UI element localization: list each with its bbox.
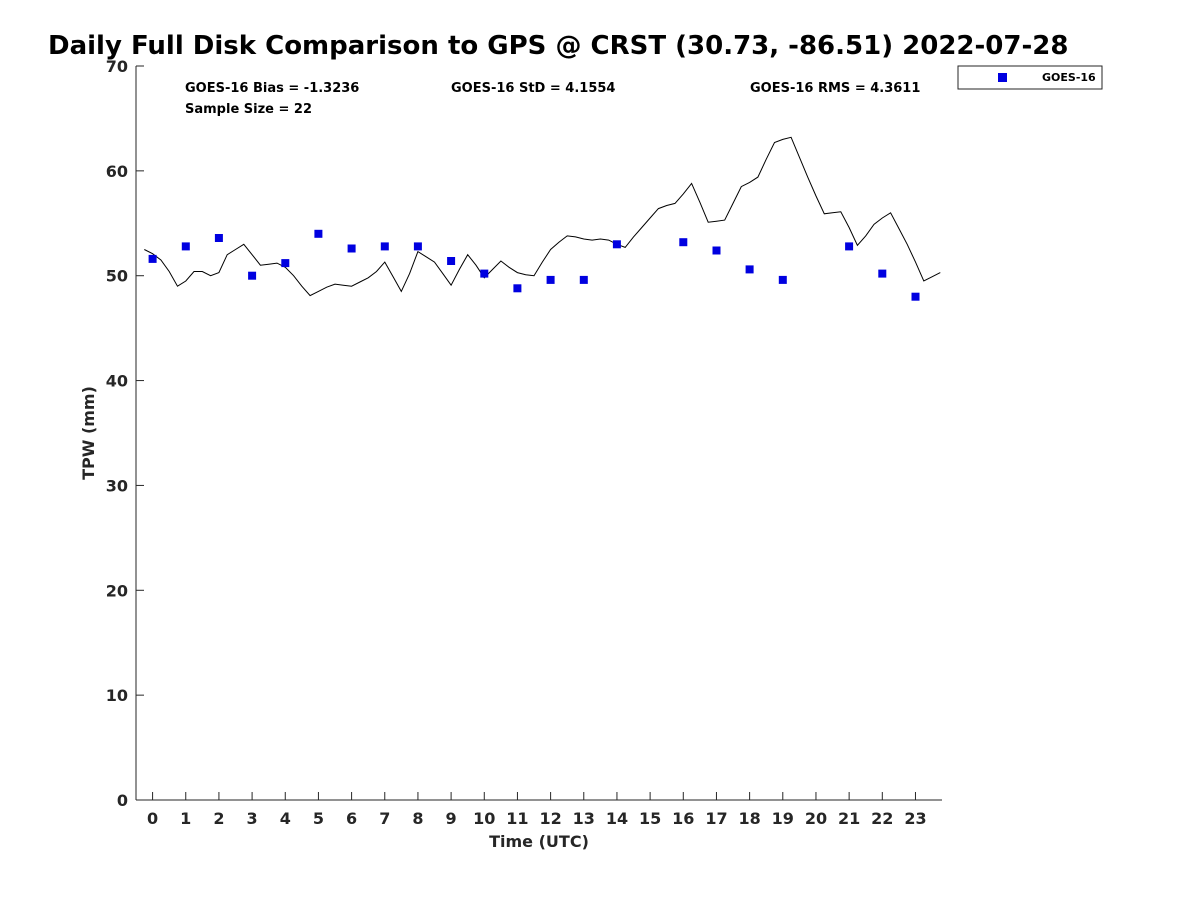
data-point-marker	[878, 269, 887, 278]
x-tick-label: 0	[147, 809, 158, 828]
stat-bias: GOES-16 Bias = -1.3236	[185, 81, 359, 96]
data-point-marker	[845, 242, 854, 251]
data-point-marker	[314, 229, 323, 238]
x-tick-label: 11	[506, 809, 528, 828]
x-tick-label: 9	[446, 809, 457, 828]
x-tick-label: 22	[871, 809, 893, 828]
y-tick-label: 60	[106, 162, 128, 181]
y-tick-label: 0	[117, 791, 128, 810]
x-tick-label: 20	[805, 809, 827, 828]
x-tick-label: 6	[346, 809, 357, 828]
data-point-marker	[712, 246, 721, 255]
x-tick-label: 18	[738, 809, 760, 828]
x-tick-label: 14	[606, 809, 628, 828]
x-tick-label: 4	[280, 809, 291, 828]
y-tick-label: 20	[106, 581, 128, 600]
legend-marker	[998, 73, 1007, 82]
data-point-marker	[579, 275, 588, 284]
chart-title: Daily Full Disk Comparison to GPS @ CRST…	[48, 31, 1068, 61]
data-point-marker	[745, 265, 754, 274]
x-tick-label: 10	[473, 809, 495, 828]
stat-sample-size: Sample Size = 22	[185, 102, 312, 117]
x-tick-label: 19	[772, 809, 794, 828]
data-point-marker	[380, 242, 389, 251]
data-point-marker	[281, 259, 290, 268]
data-point-marker	[480, 269, 489, 278]
y-tick-label: 10	[106, 686, 128, 705]
x-tick-label: 16	[672, 809, 694, 828]
x-tick-label: 8	[412, 809, 423, 828]
x-tick-label: 15	[639, 809, 661, 828]
axes	[135, 66, 942, 801]
data-point-marker	[248, 271, 257, 280]
x-tick-label: 17	[705, 809, 727, 828]
data-point-marker	[181, 242, 190, 251]
y-tick-label: 70	[106, 57, 128, 76]
y-tick-label: 40	[106, 372, 128, 391]
x-tick-label: 3	[247, 809, 258, 828]
x-tick-label: 21	[838, 809, 860, 828]
data-point-marker	[513, 284, 522, 293]
data-point-marker	[679, 238, 688, 247]
legend: GOES-16	[957, 65, 1103, 90]
x-tick-label: 7	[379, 809, 390, 828]
data-point-marker	[148, 254, 157, 263]
data-point-marker	[911, 292, 920, 301]
x-tick-label: 5	[313, 809, 324, 828]
y-tick-label: 50	[106, 267, 128, 286]
data-point-marker	[413, 242, 422, 251]
legend-label: GOES-16	[1042, 71, 1096, 84]
series-line	[144, 136, 941, 297]
data-point-marker	[347, 244, 356, 253]
series-layer	[144, 136, 941, 301]
data-point-marker	[447, 257, 456, 265]
x-ticks: 0 1 2 3 4 5 6 7 8 9 10 11 12 13 14 15 16 17 18 19 20 21 22 23	[147, 792, 927, 828]
x-tick-label: 12	[539, 809, 561, 828]
x-axis-label: Time (UTC)	[489, 832, 589, 851]
x-tick-label: 23	[904, 809, 926, 828]
y-axis-label: TPW (mm)	[79, 386, 98, 480]
legend-box	[957, 65, 1103, 90]
stat-rms: GOES-16 RMS = 4.3611	[750, 81, 920, 96]
x-tick-label: 1	[180, 809, 191, 828]
stat-std: GOES-16 StD = 4.1554	[451, 81, 615, 96]
y-ticks: 0 10 20 30 40 50 60 70	[106, 57, 144, 810]
data-point-marker	[778, 275, 787, 284]
data-point-marker	[546, 275, 555, 284]
y-tick-label: 30	[106, 476, 128, 495]
x-tick-label: 2	[213, 809, 224, 828]
data-point-marker	[214, 234, 223, 242]
data-point-marker	[612, 240, 621, 249]
x-tick-label: 13	[573, 809, 595, 828]
